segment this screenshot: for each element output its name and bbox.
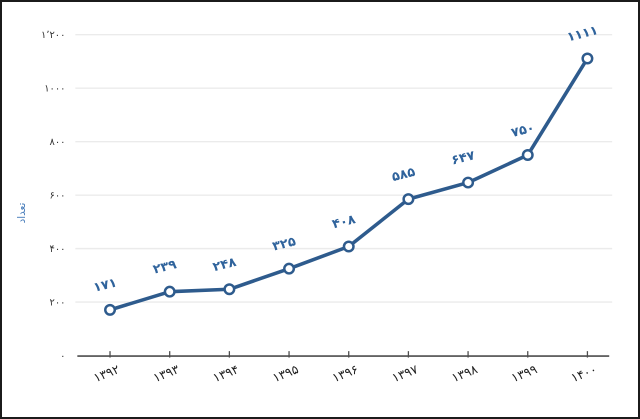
data-point-marker <box>283 262 296 275</box>
x-tick-label: ۱۴۰۰ <box>569 362 599 385</box>
x-tick-label: ۱۳۹۳ <box>151 362 181 385</box>
y-tick-label: ۰ <box>60 351 65 362</box>
x-tick-label: ۱۳۹۷ <box>390 362 420 385</box>
y-tick-label: ۴۰۰ <box>50 244 66 255</box>
data-point-marker <box>581 52 594 65</box>
x-axis: ۱۳۹۲ ۱۳۹۳ ۱۳۹۴ ۱۳۹۵ ۱۳۹۶ ۱۳۹۷ ۱۳۹۸ ۱۳۹۹ ۱۴۰۰ <box>77 351 610 385</box>
data-point-marker <box>163 285 176 298</box>
data-label: ۱۱۱۱ <box>566 23 600 45</box>
data-point-marker <box>223 283 236 296</box>
y-axis: ۰ ۲۰۰ ۴۰۰ ۶۰۰ ۸۰۰ ۱۰۰۰ ۱٬۲۰۰ <box>41 30 65 362</box>
x-tick-label: ۱۳۹۶ <box>330 362 360 385</box>
y-axis-title: تعداد <box>16 202 28 223</box>
gridlines <box>75 33 613 303</box>
series-group <box>104 52 594 316</box>
x-tick-label: ۱۳۹۸ <box>450 362 480 385</box>
x-tick-label: ۱۳۹۲ <box>92 362 122 385</box>
data-label: ۷۵۰ <box>510 121 536 141</box>
x-tick-label: ۱۳۹۴ <box>211 362 241 385</box>
data-label: ۵۸۵ <box>390 165 417 185</box>
y-tick-label: ۱۰۰۰ <box>44 84 65 95</box>
data-label: ۲۴۸ <box>211 255 238 275</box>
data-label: ۱۷۱ <box>92 276 118 296</box>
y-tick-label: ۱٬۲۰۰ <box>41 30 65 41</box>
data-label: ۲۳۹ <box>152 257 179 277</box>
data-label: ۳۲۵ <box>271 234 298 254</box>
data-label: ۶۴۷ <box>450 148 477 168</box>
data-point-marker <box>521 149 534 162</box>
series-line <box>108 56 590 312</box>
data-label: ۴۰۸ <box>331 212 358 232</box>
data-point-marker <box>342 240 355 253</box>
x-tick-label: ۱۳۹۹ <box>509 362 539 385</box>
y-tick-label: ۸۰۰ <box>50 137 66 148</box>
y-tick-label: ۶۰۰ <box>50 191 66 202</box>
data-point-marker <box>104 303 117 316</box>
data-labels-group: ۱۷۱ ۲۳۹ ۲۴۸ ۳۲۵ ۴۰۸ ۵۸۵ ۶۴۷ ۷۵۰ ۱۱۱۱ <box>92 23 600 296</box>
data-point-marker <box>462 176 475 189</box>
y-tick-label: ۲۰۰ <box>50 298 66 309</box>
data-point-marker <box>402 193 415 206</box>
x-tick-label: ۱۳۹۵ <box>271 362 301 385</box>
